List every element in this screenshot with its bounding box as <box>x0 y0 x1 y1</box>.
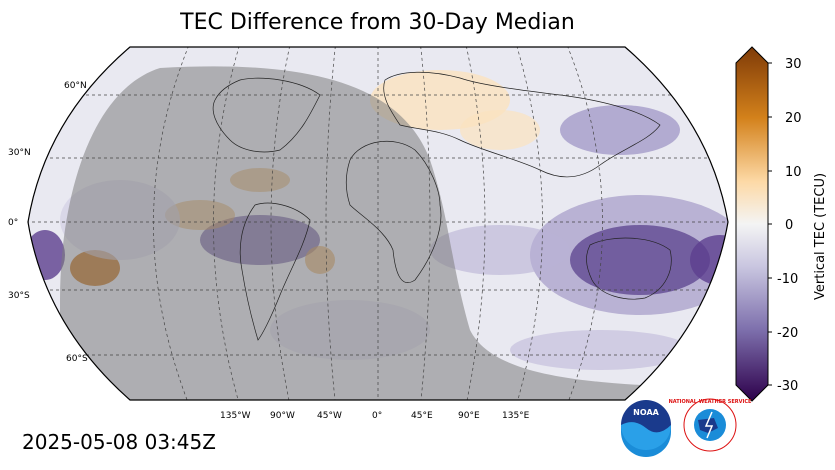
graticule <box>28 47 728 400</box>
colorbar-tick: -10 <box>777 272 798 287</box>
lon-label: 45°W <box>317 411 342 421</box>
colorbar-tick: 30 <box>785 57 802 72</box>
colorbar-tick: 20 <box>785 111 802 126</box>
map-field <box>28 47 728 400</box>
night-shade <box>60 66 640 400</box>
nws-logo-text: NATIONAL WEATHER SERVICE <box>669 399 752 405</box>
lon-label: 45°E <box>411 411 433 421</box>
noaa-logo: NOAA <box>621 400 671 457</box>
globe-outline <box>27 46 729 401</box>
colorbar-tick: -20 <box>777 326 798 341</box>
lat-label: 0° <box>8 218 18 228</box>
colorbar-tick: 0 <box>785 218 793 233</box>
lon-label: 135°W <box>220 411 251 421</box>
lon-label: 135°E <box>502 411 530 421</box>
lon-label: 90°E <box>458 411 480 421</box>
lat-label: 30°N <box>8 148 31 158</box>
lat-label: 60°S <box>66 354 88 364</box>
colorbar: 30 20 10 0 -10 -20 -30 Vertical TEC (TEC… <box>735 46 828 402</box>
lat-label: 30°S <box>8 291 30 301</box>
timestamp: 2025-05-08 03:45Z <box>22 430 216 454</box>
colorbar-bar <box>735 46 769 402</box>
colorbar-label: Vertical TEC (TECU) <box>813 173 828 300</box>
colorbar-tick: 10 <box>785 165 802 180</box>
nws-logo: NATIONAL WEATHER SERVICE <box>669 398 752 452</box>
map-title: TEC Difference from 30-Day Median <box>180 10 575 35</box>
lon-label: 0° <box>372 411 382 421</box>
colorbar-tick: -30 <box>777 379 798 394</box>
lat-label: 60°N <box>64 81 87 91</box>
lon-label: 90°W <box>270 411 295 421</box>
noaa-logo-text: NOAA <box>633 408 659 417</box>
